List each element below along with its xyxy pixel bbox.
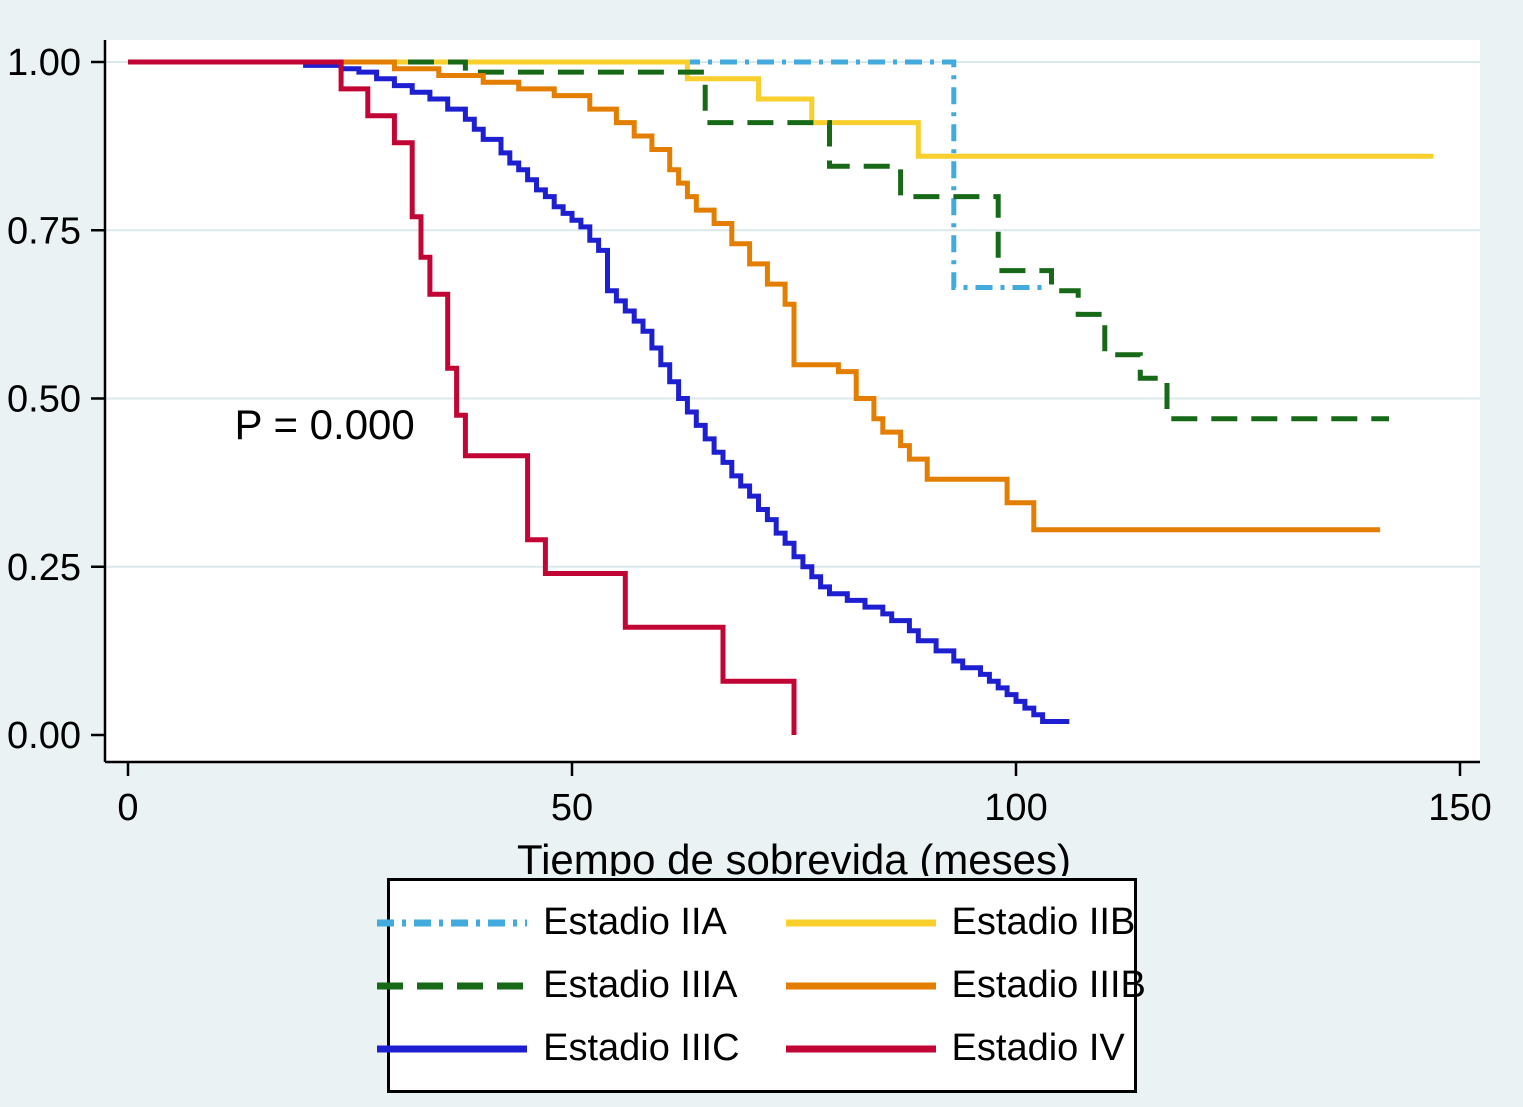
y-tick-label: 0.25 <box>7 547 81 589</box>
legend-item-estadio-iv: Estadio IV <box>785 1027 1146 1070</box>
x-tick-label: 100 <box>984 787 1047 829</box>
legend-label: Estadio IIIB <box>951 964 1146 1006</box>
series-estadio-iiib <box>128 59 1381 533</box>
legend: Estadio IIA Estadio IIB Estadio IIIA Estadi… <box>377 878 1146 1093</box>
legend-item-estadio-iiia: Estadio IIIA <box>377 964 739 1007</box>
plot-area <box>105 40 1480 762</box>
x-tick-label: 150 <box>1428 787 1491 829</box>
y-tick-label: 0.50 <box>7 379 81 421</box>
legend-label: Estadio IIB <box>951 901 1136 943</box>
p-value-annotation: P = 0.000 <box>235 401 415 448</box>
x-axis-title: Tiempo de sobrevida (meses) <box>517 836 1071 876</box>
series-estadio-iiia <box>128 59 1389 422</box>
y-tick-label: 0.00 <box>7 715 81 757</box>
legend-label: Estadio IIIA <box>543 964 738 1006</box>
legend-item-estadio-iiib: Estadio IIIB <box>785 964 1146 1007</box>
legend-label: Estadio IIA <box>543 901 727 943</box>
legend-key-line <box>785 1045 936 1052</box>
legend-label: Estadio IV <box>951 1027 1125 1069</box>
legend-item-estadio-iib: Estadio IIB <box>785 901 1146 944</box>
legend-item-estadio-iiic: Estadio IIIC <box>377 1027 740 1070</box>
y-tick-label: 0.75 <box>7 210 81 252</box>
legend-key-line <box>785 982 936 989</box>
x-tick-label: 50 <box>551 787 593 829</box>
legend-key-line <box>377 919 528 926</box>
legend-key-line <box>377 982 528 989</box>
x-tick-label: 0 <box>117 787 138 829</box>
legend-item-estadio-iia: Estadio IIA <box>377 901 739 944</box>
km-plot-container: 0.00 0.25 0.50 0.75 1.00 0 50 100 150 Tiempo de s… <box>7 40 1492 883</box>
legend-key-line <box>377 1045 528 1052</box>
legend-label: Estadio IIIC <box>543 1027 740 1069</box>
legend-key-line <box>785 919 936 926</box>
y-tick-label: 1.00 <box>7 42 81 84</box>
series-estadio-iiic <box>128 59 1070 724</box>
series-estadio-iv <box>128 59 797 735</box>
km-plot: 0.00 0.25 0.50 0.75 1.00 0 50 100 150 Tiempo de s… <box>7 40 1492 883</box>
